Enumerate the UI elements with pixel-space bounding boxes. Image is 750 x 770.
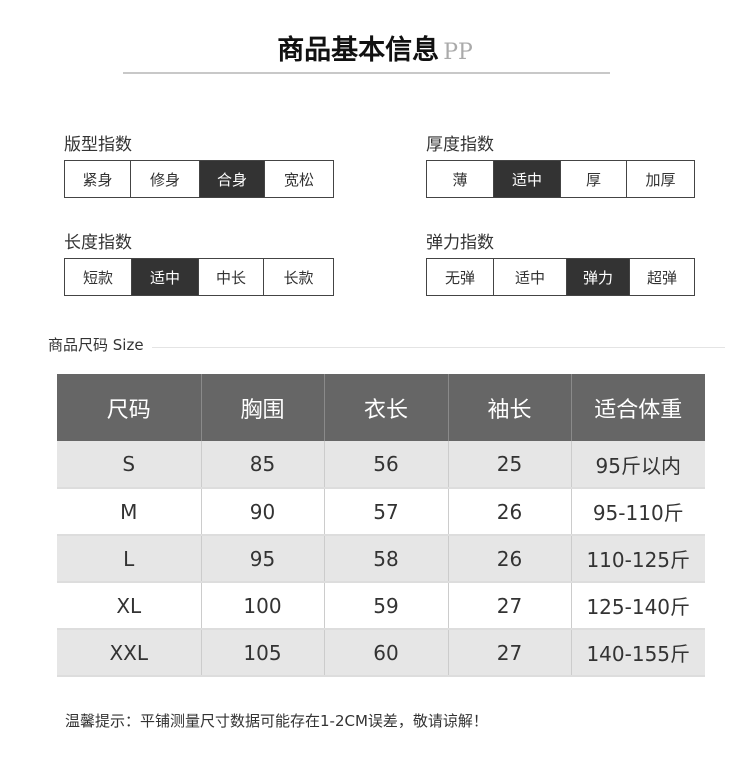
table-cell: M [57, 488, 202, 536]
index-option: 无弹 [427, 259, 494, 295]
index-option: 长款 [283, 268, 314, 287]
index-label: 长度指数 [64, 233, 132, 253]
table-header: 衣长 [324, 374, 449, 441]
size-section-label: 商品尺码 Size [48, 336, 144, 354]
table-cell: XXL [57, 629, 202, 677]
table-row: S 85 56 25 95斤以内 [57, 441, 705, 489]
table-cell: 95斤以内 [571, 441, 705, 489]
index-option: 中长 [199, 259, 264, 295]
index-options: 短款 适中 中长 长款 [64, 258, 334, 296]
index-option: 紧身 [65, 161, 131, 197]
index-options: 无弹 适中 弹力 超弹 [426, 258, 695, 296]
index-options: 薄适中厚加厚 [426, 160, 695, 198]
table-cell: 100 [201, 582, 325, 630]
table-cell: S [57, 441, 202, 489]
table-cell: 140-155斤 [571, 629, 705, 677]
table-cell: L [57, 535, 202, 583]
index-label: 版型指数 [64, 135, 132, 155]
table-cell: 57 [324, 488, 449, 536]
index-option: 弹力 [567, 259, 630, 295]
table-cell: 25 [448, 441, 572, 489]
table-header: 尺码 [57, 374, 202, 441]
title-text: 商品基本信息 [277, 35, 440, 66]
page-title: 商品基本信息 PP [0, 28, 750, 67]
size-table: 尺码 胸围 衣长 袖长 适合体重 S 85 56 25 95斤以内 M 90 57 26 95-110斤 L… [57, 374, 705, 677]
table-cell: 60 [324, 629, 449, 677]
table-cell: 95 [201, 535, 325, 583]
index-option: 加厚 [645, 170, 676, 189]
table-cell: 85 [201, 441, 325, 489]
index-option: 厚 [561, 161, 627, 197]
table-cell: XL [57, 582, 202, 630]
table-row: L 95 58 26 110-125斤 [57, 535, 705, 583]
index-option: 修身 [131, 161, 200, 197]
title-divider [123, 72, 610, 74]
pp-logo: PP [443, 40, 473, 65]
index-option: 宽松 [283, 170, 314, 189]
table-cell: 56 [324, 441, 449, 489]
index-option: 薄 [427, 161, 494, 197]
table-row: XL 100 59 27 125-140斤 [57, 582, 705, 630]
table-cell: 90 [201, 488, 325, 536]
table-cell: 27 [448, 582, 572, 630]
index-label: 厚度指数 [426, 135, 494, 155]
table-cell: 105 [201, 629, 325, 677]
index-option: 适中 [132, 259, 199, 295]
table-cell: 26 [448, 535, 572, 583]
index-option: 合身 [200, 161, 265, 197]
index-options: 紧身 修身 合身 宽松 [64, 160, 334, 198]
table-cell: 110-125斤 [571, 535, 705, 583]
table-cell: 27 [448, 629, 572, 677]
index-option: 适中 [494, 259, 567, 295]
table-cell: 59 [324, 582, 449, 630]
index-option: 适中 [494, 161, 561, 197]
table-cell: 26 [448, 488, 572, 536]
table-header: 袖长 [448, 374, 572, 441]
table-header: 适合体重 [571, 374, 705, 441]
table-cell: 125-140斤 [571, 582, 705, 630]
index-option: 超弹 [646, 268, 677, 287]
size-divider [152, 347, 725, 348]
index-option: 短款 [65, 259, 132, 295]
table-header: 胸围 [201, 374, 325, 441]
table-row: XXL 105 60 27 140-155斤 [57, 629, 705, 677]
table-cell: 95-110斤 [571, 488, 705, 536]
table-cell: 58 [324, 535, 449, 583]
table-row: M 90 57 26 95-110斤 [57, 488, 705, 536]
measurement-note: 温馨提示：平铺测量尺寸数据可能存在1-2CM误差，敬请谅解！ [65, 712, 488, 730]
index-label: 弹力指数 [426, 233, 494, 253]
